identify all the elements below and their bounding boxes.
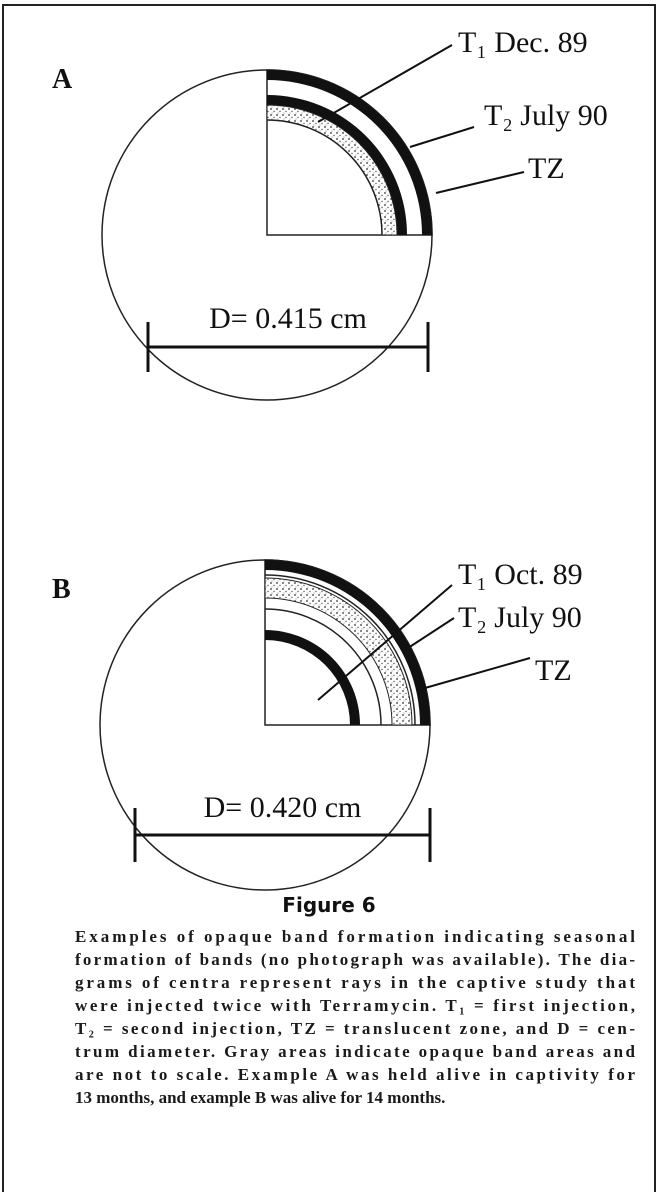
- annotation: TZ: [535, 654, 572, 687]
- leader-line: [410, 127, 474, 147]
- caption-line: trum diameter. Gray areas indicate opaqu…: [75, 1042, 636, 1061]
- annotation: T₂ July 90: [458, 601, 582, 634]
- figure-title: Figure 6: [282, 893, 375, 917]
- caption-line: Examples of opaque band formation indica…: [75, 927, 635, 946]
- scale-label: D= 0.415 cm: [209, 302, 367, 335]
- panel-label: B: [52, 574, 71, 605]
- figure: Figure 6 A T₁ Dec. 89 T₂ July 90 TZ D= 0.415…: [0, 0, 659, 1203]
- caption-line: 13 months, and example B was alive for 1…: [75, 1088, 445, 1107]
- caption-line: grams of centra represent rays in the ca…: [75, 973, 635, 992]
- caption-line: were injected twice with Terramycin. T₁ …: [75, 996, 635, 1015]
- caption-line: T₂ = second injection, TZ = translucent …: [75, 1019, 635, 1038]
- leader-line: [318, 45, 452, 122]
- annotation: TZ: [528, 152, 565, 185]
- leader-line: [436, 172, 524, 193]
- caption-line: formation of bands (no photograph was av…: [75, 950, 635, 969]
- annotation: T₁ Oct. 89: [458, 558, 583, 591]
- leader-line: [405, 618, 454, 650]
- panel-label: A: [52, 64, 73, 95]
- leader-line: [418, 658, 530, 690]
- annotation: T₁ Dec. 89: [458, 26, 588, 59]
- scale-label: D= 0.420 cm: [204, 791, 362, 824]
- caption-line: are not to scale. Example A was held ali…: [75, 1065, 635, 1084]
- annotation: T₂ July 90: [484, 99, 608, 132]
